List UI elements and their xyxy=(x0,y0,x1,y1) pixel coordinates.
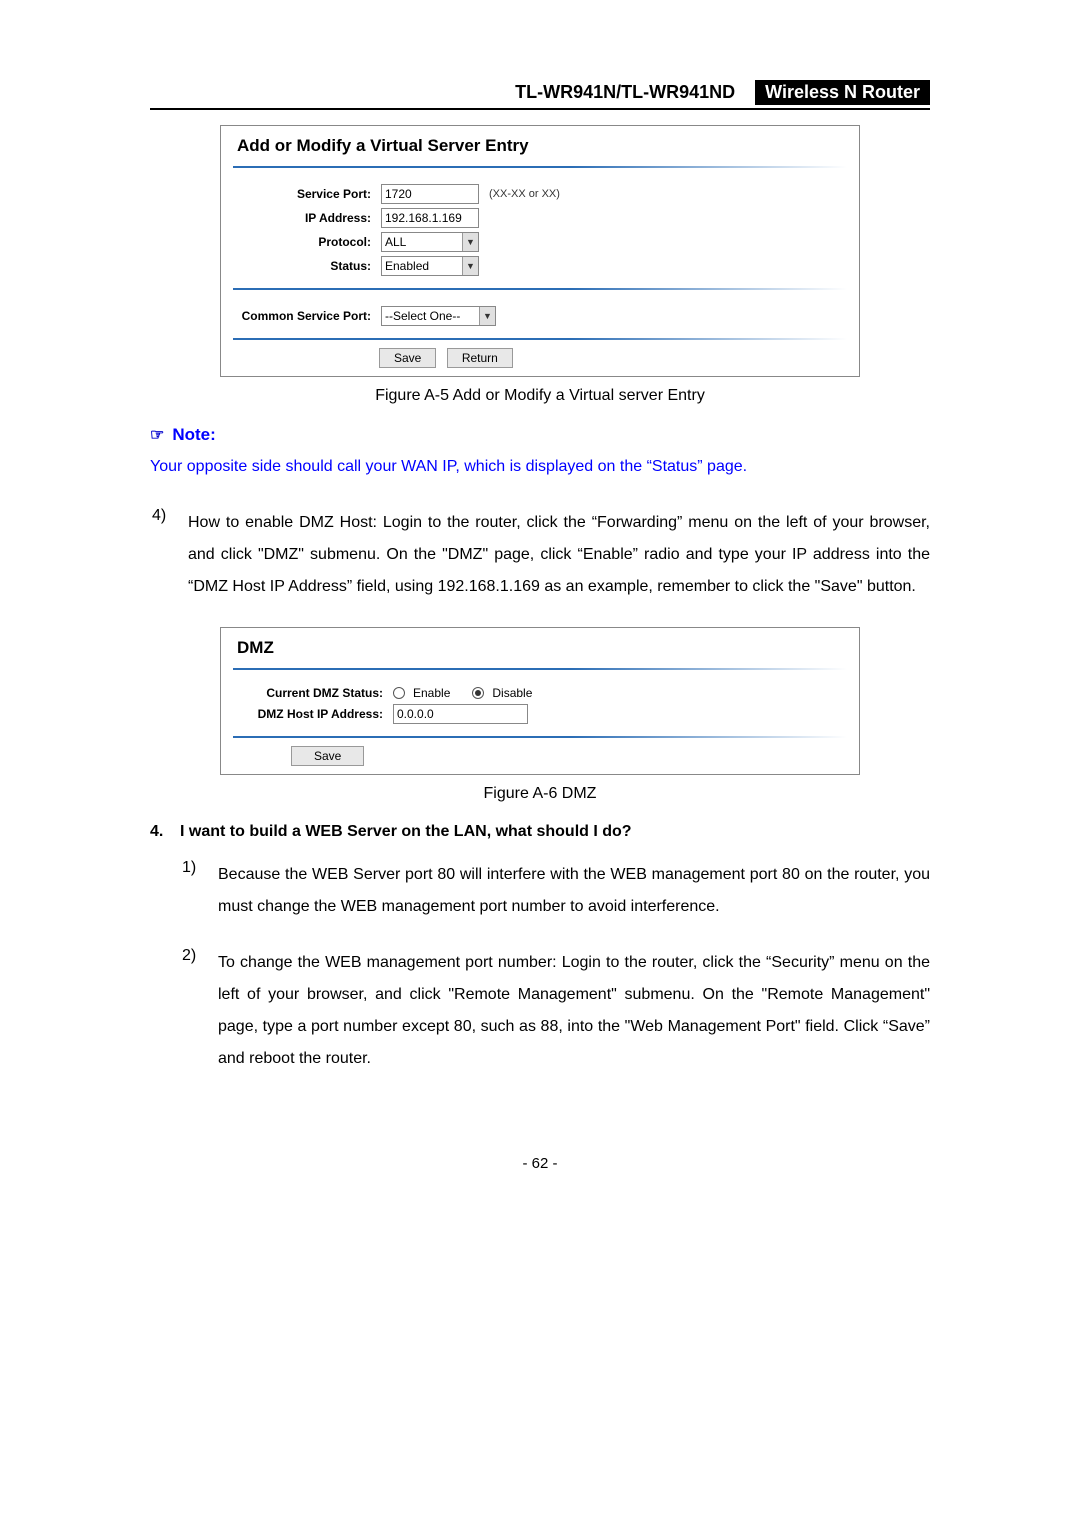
disable-label: Disable xyxy=(492,686,532,700)
dmz-status-label: Current DMZ Status: xyxy=(233,686,393,700)
header-model: TL-WR941N/TL-WR941ND xyxy=(515,82,735,103)
q4-heading: 4. I want to build a WEB Server on the L… xyxy=(150,823,930,841)
figure-a6-caption: Figure A-6 DMZ xyxy=(150,785,930,803)
service-port-input[interactable] xyxy=(381,184,479,204)
q4-item-1-text: Because the WEB Server port 80 will inte… xyxy=(218,859,930,923)
protocol-label: Protocol: xyxy=(233,235,381,249)
save-button[interactable]: Save xyxy=(379,348,436,368)
header-type: Wireless N Router xyxy=(755,80,930,105)
disable-radio[interactable] xyxy=(472,687,484,699)
q4-item-2-text: To change the WEB management port number… xyxy=(218,947,930,1075)
chevron-down-icon: ▼ xyxy=(462,257,478,275)
note-label: Note: xyxy=(172,425,215,445)
step-4-num: 4) xyxy=(152,507,188,603)
figure-a6-box: DMZ Current DMZ Status: Enable Disable D… xyxy=(220,627,860,775)
ip-address-label: IP Address: xyxy=(233,211,381,225)
pointing-hand-icon: ☞ xyxy=(150,425,164,445)
figure-a5-caption: Figure A-5 Add or Modify a Virtual serve… xyxy=(150,387,930,405)
q4-num: 4. xyxy=(150,823,180,841)
enable-radio[interactable] xyxy=(393,687,405,699)
service-port-label: Service Port: xyxy=(233,187,381,201)
status-label: Status: xyxy=(233,259,381,273)
dmz-host-label: DMZ Host IP Address: xyxy=(233,707,393,721)
figure-a5-title: Add or Modify a Virtual Server Entry xyxy=(221,126,859,166)
page-header: TL-WR941N/TL-WR941ND Wireless N Router xyxy=(150,80,930,110)
note-body: Your opposite side should call your WAN … xyxy=(150,451,930,483)
common-port-select[interactable]: --Select One-- ▼ xyxy=(381,306,496,326)
dmz-host-input[interactable] xyxy=(393,704,528,724)
chevron-down-icon: ▼ xyxy=(462,233,478,251)
service-port-hint: (XX-XX or XX) xyxy=(489,188,560,200)
common-port-value: --Select One-- xyxy=(385,309,460,323)
dmz-save-button[interactable]: Save xyxy=(291,746,364,766)
return-button[interactable]: Return xyxy=(447,348,513,368)
step-4-text: How to enable DMZ Host: Login to the rou… xyxy=(188,507,930,603)
q4-item-1-num: 1) xyxy=(182,859,218,923)
common-port-label: Common Service Port: xyxy=(233,309,381,323)
enable-label: Enable xyxy=(413,686,450,700)
q4-item-2-num: 2) xyxy=(182,947,218,1075)
figure-a6-title: DMZ xyxy=(221,628,859,668)
note-header: ☞ Note: xyxy=(150,425,930,445)
page-number: - 62 - xyxy=(150,1155,930,1172)
protocol-value: ALL xyxy=(385,235,406,249)
protocol-select[interactable]: ALL ▼ xyxy=(381,232,479,252)
ip-address-input[interactable] xyxy=(381,208,479,228)
figure-a5-box: Add or Modify a Virtual Server Entry Ser… xyxy=(220,125,860,377)
chevron-down-icon: ▼ xyxy=(479,307,495,325)
status-value: Enabled xyxy=(385,259,429,273)
status-select[interactable]: Enabled ▼ xyxy=(381,256,479,276)
q4-title: I want to build a WEB Server on the LAN,… xyxy=(180,823,632,841)
